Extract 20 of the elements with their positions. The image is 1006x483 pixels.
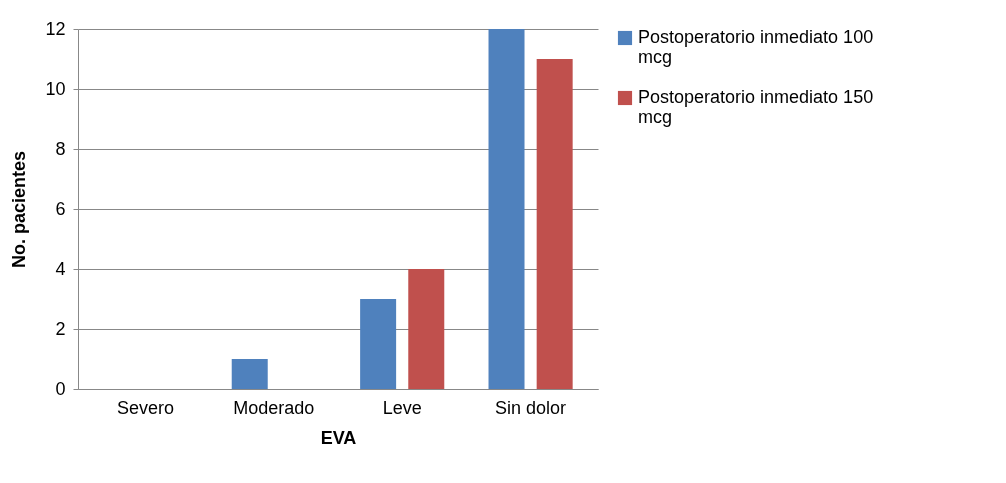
bar	[231, 359, 268, 389]
y-tick-label: 8	[55, 138, 66, 159]
bar	[488, 29, 525, 389]
y-tick-label: 12	[45, 18, 66, 39]
y-tick-label: 4	[55, 258, 66, 279]
y-tick-label: 0	[55, 378, 66, 399]
y-tick-label: 10	[45, 78, 66, 99]
bar	[408, 269, 445, 389]
bar	[536, 59, 573, 389]
legend-label: Postoperatorio inmediato 100 mcg	[638, 27, 874, 67]
legend-label: Postoperatorio inmediato 150 mcg	[638, 87, 874, 127]
x-tick-label: Severo	[116, 397, 174, 418]
x-tick-label: Sin dolor	[495, 397, 567, 418]
x-axis-title: EVA	[320, 427, 357, 448]
y-axis-title: No. pacientes	[9, 150, 30, 269]
bar	[360, 299, 397, 389]
y-tick-label: 2	[55, 318, 66, 339]
y-tick-label: 6	[55, 198, 66, 219]
x-tick-label: Leve	[382, 397, 422, 418]
x-tick-label: Moderado	[233, 397, 315, 418]
